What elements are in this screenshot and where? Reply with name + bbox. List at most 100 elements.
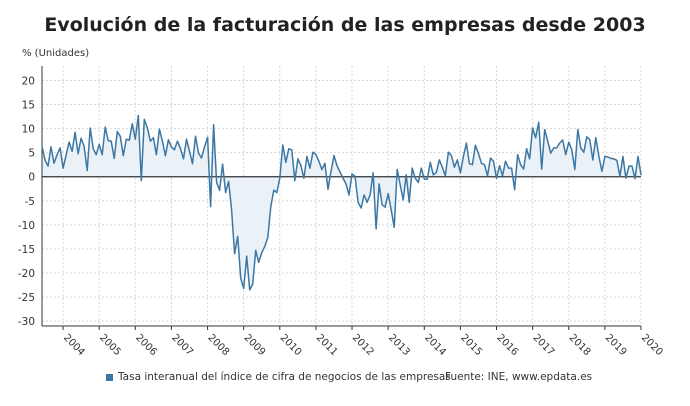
data-point	[327, 188, 329, 190]
data-point	[264, 246, 266, 248]
data-point	[474, 144, 476, 146]
data-point	[234, 253, 236, 255]
data-point	[44, 159, 46, 161]
data-point	[213, 124, 215, 126]
legend-swatch	[106, 373, 113, 381]
data-point	[405, 174, 407, 176]
data-point	[179, 148, 182, 150]
data-point	[462, 155, 464, 158]
data-point	[504, 160, 507, 162]
data-point	[231, 209, 233, 211]
data-point	[357, 201, 359, 203]
data-point	[592, 159, 594, 161]
data-point	[86, 169, 88, 172]
data-point	[101, 154, 103, 156]
data-point	[628, 165, 630, 167]
series-line	[41, 114, 642, 291]
data-point	[375, 228, 377, 230]
data-point	[330, 170, 332, 172]
data-point	[471, 164, 473, 166]
data-point	[432, 174, 434, 176]
data-point	[300, 165, 302, 167]
data-point	[517, 154, 519, 156]
x-tick-label: 2009	[242, 332, 268, 358]
data-point	[559, 142, 561, 144]
data-point	[441, 166, 443, 168]
data-point	[324, 162, 326, 164]
data-point	[56, 154, 58, 156]
data-point	[216, 181, 218, 184]
data-point	[511, 167, 513, 169]
data-point	[137, 115, 139, 117]
data-point	[535, 137, 537, 139]
data-point	[50, 146, 52, 148]
data-point	[438, 159, 440, 161]
data-point	[228, 181, 230, 183]
data-point	[149, 140, 151, 142]
data-point	[492, 160, 495, 162]
y-tick-label: -5	[25, 196, 35, 208]
data-point	[538, 121, 540, 123]
data-point	[207, 136, 209, 138]
data-point	[622, 155, 624, 158]
data-point	[583, 151, 585, 153]
data-point	[65, 154, 67, 156]
data-point	[637, 155, 639, 158]
data-point	[640, 174, 642, 176]
data-point	[53, 162, 55, 164]
data-point	[194, 135, 197, 137]
data-point	[489, 157, 492, 159]
data-point	[336, 165, 338, 167]
data-point	[501, 175, 504, 177]
data-point	[158, 128, 160, 130]
data-point	[110, 140, 112, 142]
y-axis-unit-label: % (Unidades)	[22, 48, 90, 59]
y-tick-label: -30	[18, 316, 35, 328]
data-point	[348, 194, 350, 196]
chart-title: Evolución de la facturación de las empre…	[44, 14, 646, 36]
data-point	[399, 184, 401, 186]
data-point	[508, 167, 510, 169]
data-point	[321, 168, 323, 171]
data-point	[258, 261, 260, 263]
data-point	[140, 180, 142, 182]
legend: Tasa interanual del índice de cifra de n…	[106, 371, 451, 383]
data-point	[47, 165, 49, 167]
data-point	[631, 165, 633, 167]
data-point	[417, 181, 419, 184]
data-point	[589, 139, 591, 141]
data-point	[610, 157, 612, 159]
data-point	[116, 130, 118, 133]
data-point	[556, 147, 558, 149]
y-tick-label: 5	[28, 148, 35, 160]
x-tick-label: 2014	[422, 332, 448, 358]
x-tick-label: 2005	[97, 332, 123, 358]
data-point	[285, 161, 287, 163]
data-point	[318, 160, 320, 162]
data-point	[306, 155, 308, 158]
data-point	[613, 158, 615, 160]
data-point	[74, 131, 76, 133]
data-point	[586, 136, 588, 138]
data-point	[261, 252, 263, 254]
data-point	[495, 177, 498, 179]
data-point	[279, 177, 281, 179]
data-point	[240, 277, 242, 279]
data-point	[477, 153, 480, 155]
data-point	[435, 171, 437, 173]
data-point	[98, 143, 100, 146]
data-point	[339, 171, 341, 173]
data-point	[447, 151, 449, 153]
data-point	[303, 177, 305, 179]
data-point	[191, 163, 194, 165]
data-point	[426, 178, 428, 180]
data-point	[456, 159, 458, 161]
data-point	[210, 206, 212, 208]
data-point	[616, 159, 618, 161]
data-point	[351, 173, 353, 175]
data-point	[161, 140, 163, 142]
data-point	[553, 147, 555, 149]
data-point	[354, 175, 356, 177]
data-point	[252, 283, 254, 285]
data-point	[414, 177, 416, 179]
